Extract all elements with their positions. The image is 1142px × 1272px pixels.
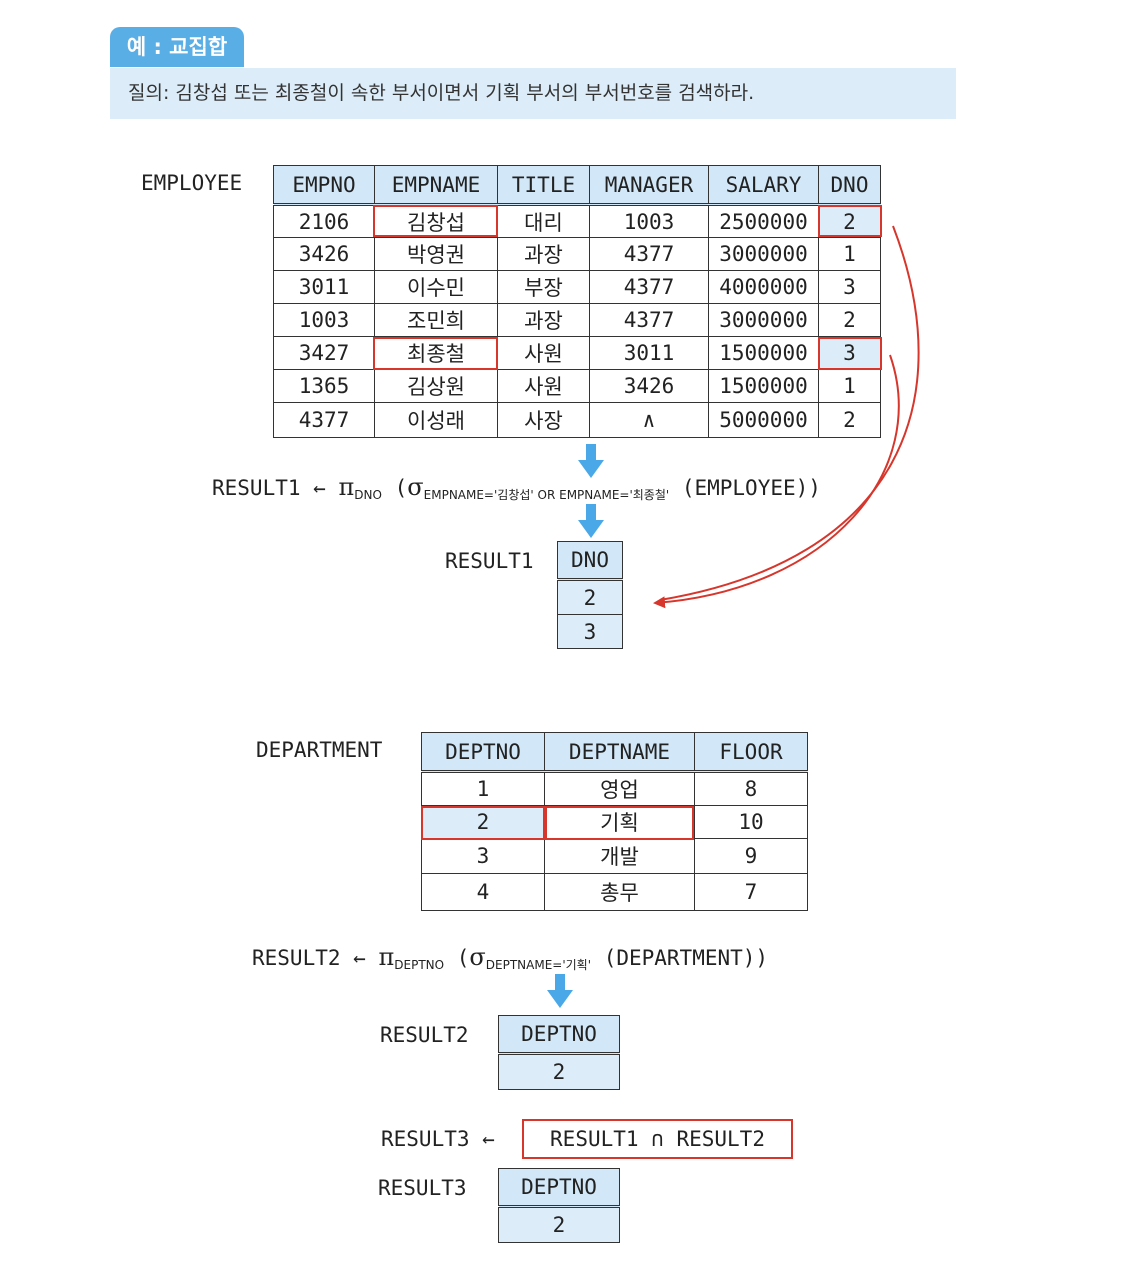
table-cell: 2106: [273, 204, 375, 238]
table-cell: 2: [818, 402, 881, 438]
highlight-choi-jongcheol: [373, 337, 498, 370]
table-cell: 2500000: [708, 204, 819, 238]
col-deptno: DEPTNO: [421, 732, 545, 773]
highlight-deptno-2: [421, 806, 545, 840]
table-cell: 8: [694, 771, 808, 806]
col-dno: DNO: [557, 541, 623, 581]
query-text: 질의: 김창섭 또는 최종철이 속한 부서이면서 기획 부서의 부서번호를 검색…: [110, 68, 956, 119]
table-cell: 3426: [589, 369, 709, 403]
table-cell: 총무: [544, 873, 695, 911]
table-cell: 과장: [497, 237, 590, 271]
down-arrow-icon: [547, 974, 573, 1008]
table-cell: 3: [557, 614, 623, 649]
table-cell: 대리: [497, 204, 590, 238]
table-cell: 4: [421, 873, 545, 911]
expression-result3: RESULT3 ←: [381, 1127, 495, 1151]
table-cell: 사원: [497, 336, 590, 370]
col-empno: EMPNO: [273, 165, 375, 206]
table-cell: 3426: [273, 237, 375, 271]
highlight-kim-changseop: [373, 205, 498, 237]
table-cell: 3000000: [708, 303, 819, 337]
expression-result1: RESULT1 ← πDNO (σEMPNAME='김창섭' OR EMPNAM…: [212, 473, 821, 502]
table-cell: 영업: [544, 771, 695, 806]
table-cell: 2: [818, 303, 881, 337]
table-row: 2 기획 10: [421, 805, 808, 839]
table-cell: 박영권: [374, 237, 498, 271]
table-cell: 기획: [544, 805, 695, 839]
col-deptno: DEPTNO: [498, 1168, 620, 1208]
curved-arrow-dno-3: [653, 354, 900, 609]
table-cell: 1: [421, 771, 545, 806]
table-cell: 2: [421, 805, 545, 839]
department-label: DEPARTMENT: [256, 738, 383, 762]
table-cell: 1003: [273, 303, 375, 337]
highlight-dno-2: [818, 205, 882, 237]
col-salary: SALARY: [708, 165, 819, 206]
highlight-dno-3: [818, 337, 882, 370]
table-cell: 부장: [497, 270, 590, 304]
department-table: DEPTNO DEPTNAME FLOOR 1 영업 8 2 기획 10 3 개발 9 4 총무 7: [421, 732, 808, 911]
table-row: 3426 박영권 과장 4377 3000000 1: [273, 237, 881, 271]
employee-table: EMPNO EMPNAME TITLE MANAGER SALARY DNO 2…: [273, 165, 881, 438]
employee-label: EMPLOYEE: [141, 171, 243, 195]
col-deptno: DEPTNO: [498, 1015, 620, 1055]
col-empname: EMPNAME: [374, 165, 498, 206]
table-cell: 1500000: [708, 369, 819, 403]
table-row: 2106 김창섭 대리 1003 2500000 2: [273, 204, 881, 238]
down-arrow-icon: [578, 444, 604, 478]
table-cell: 3000000: [708, 237, 819, 271]
curved-arrow-dno-2: [659, 225, 920, 601]
table-cell: 5000000: [708, 402, 819, 438]
table-cell: 2: [818, 204, 881, 238]
result3-label: RESULT3: [378, 1176, 467, 1200]
expression-result2: RESULT2 ← πDEPTNO (σDEPTNAME='기획' (DEPAR…: [252, 943, 769, 972]
col-manager: MANAGER: [589, 165, 709, 206]
table-row: 4377 이성래 사장 ∧ 5000000 2: [273, 402, 881, 438]
table-cell: 4377: [589, 303, 709, 337]
table-cell: 3011: [273, 270, 375, 304]
table-cell: 1500000: [708, 336, 819, 370]
table-cell: 2: [498, 1053, 620, 1090]
table-cell: 2: [557, 579, 623, 615]
result1-label: RESULT1: [445, 549, 534, 573]
table-cell: ∧: [589, 402, 709, 438]
table-cell: 1003: [589, 204, 709, 238]
result1-table: DNO 2 3: [557, 541, 623, 649]
table-cell: 1: [818, 237, 881, 271]
table-cell: 4377: [273, 402, 375, 438]
table-cell: 2: [498, 1206, 620, 1243]
table-cell: 4377: [589, 237, 709, 271]
table-cell: 김상원: [374, 369, 498, 403]
table-cell: 이성래: [374, 402, 498, 438]
col-deptname: DEPTNAME: [544, 732, 695, 773]
highlight-planning: [545, 806, 694, 840]
table-cell: 과장: [497, 303, 590, 337]
result2-label: RESULT2: [380, 1023, 469, 1047]
table-row: 3427 최종철 사원 3011 1500000 3: [273, 336, 881, 370]
table-cell: 1365: [273, 369, 375, 403]
table-cell: 3: [818, 270, 881, 304]
result2-table: DEPTNO 2: [498, 1015, 620, 1090]
table-row: 1 영업 8: [421, 771, 808, 806]
table-cell: 최종철: [374, 336, 498, 370]
down-arrow-icon: [578, 504, 604, 538]
col-dno: DNO: [818, 165, 881, 206]
col-floor: FLOOR: [694, 732, 808, 773]
intersection-box: RESULT1 ∩ RESULT2: [522, 1119, 793, 1159]
table-row: 4 총무 7: [421, 873, 808, 911]
example-tag: 예 : 교집합: [110, 27, 244, 67]
table-cell: 4000000: [708, 270, 819, 304]
table-cell: 이수민: [374, 270, 498, 304]
table-row: 3011 이수민 부장 4377 4000000 3: [273, 270, 881, 304]
table-row: 3 개발 9: [421, 838, 808, 874]
table-cell: 3427: [273, 336, 375, 370]
table-cell: 7: [694, 873, 808, 911]
table-cell: 개발: [544, 838, 695, 874]
result3-table: DEPTNO 2: [498, 1168, 620, 1243]
